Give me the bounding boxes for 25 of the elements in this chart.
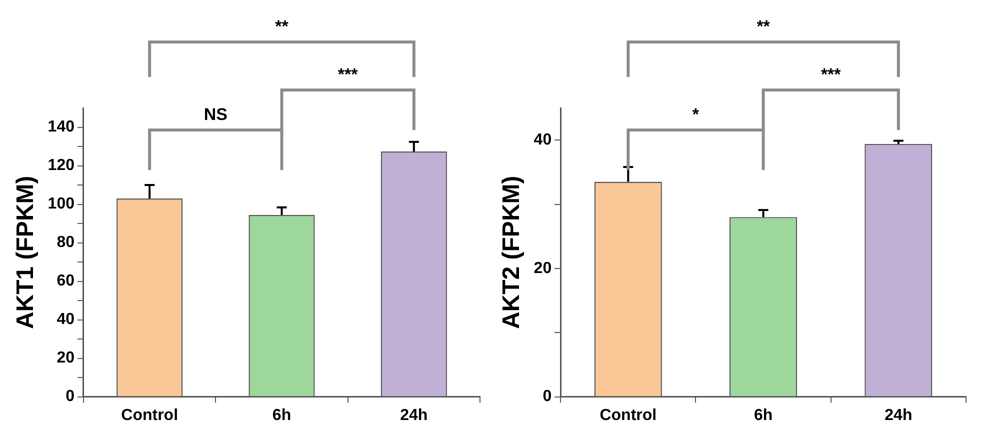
- x-tick-label: 24h: [400, 406, 428, 424]
- y-tick-label: 40: [534, 131, 552, 148]
- x-tick-label: 6h: [754, 406, 773, 424]
- y-tick-label: 40: [56, 311, 75, 328]
- y-tick-label: 20: [534, 260, 552, 277]
- x-tick-label: 24h: [884, 406, 912, 424]
- x-tick-label: 6h: [272, 406, 292, 424]
- annotation: NS: [204, 105, 228, 124]
- text: ***: [338, 65, 358, 84]
- text: ***: [820, 65, 842, 84]
- y-tick-label: 20: [56, 350, 75, 367]
- y-tick-label: 100: [48, 196, 75, 213]
- text: **: [756, 17, 770, 36]
- text: **: [275, 17, 289, 36]
- y-tick-label: 120: [48, 157, 75, 174]
- y-axis-title: AKT1 (FPKM): [12, 176, 40, 330]
- x-tick-label: Control: [600, 406, 657, 424]
- y-tick-label: 80: [56, 234, 75, 252]
- x-tick-label: Control: [121, 406, 178, 424]
- y-tick-label: 60: [56, 272, 75, 290]
- annotation: *: [692, 105, 700, 124]
- y-axis-title: AKT2 (FPKM): [498, 176, 526, 330]
- y-tick-label: 140: [48, 118, 75, 136]
- y-tick-label: 0: [542, 388, 552, 406]
- y-tick-label: 0: [66, 388, 75, 406]
